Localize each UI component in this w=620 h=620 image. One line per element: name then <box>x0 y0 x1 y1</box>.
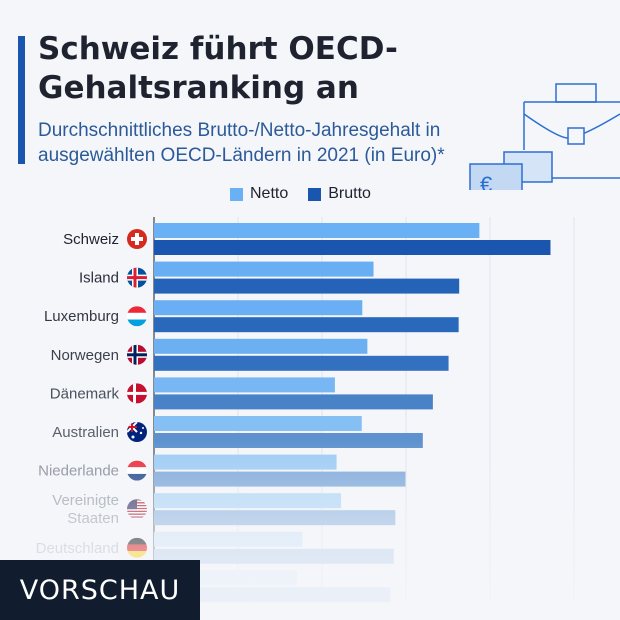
briefcase-money-icon: € <box>469 83 620 190</box>
chart-title: Schweiz führt OECD-Gehaltsranking an <box>38 31 398 106</box>
flag-denmark-icon <box>127 383 147 404</box>
chart-subtitle: Durchschnittliches Brutto-/Netto-Jahresg… <box>38 120 445 166</box>
bar-netto <box>154 338 368 354</box>
flag-germany-icon <box>127 537 147 558</box>
flag-switzerland-icon <box>127 229 147 249</box>
legend-label-brutto: Brutto <box>328 185 371 202</box>
bar-netto <box>154 416 362 431</box>
flag-netherlands-icon <box>127 460 147 481</box>
category-label: Schweiz <box>63 231 119 248</box>
category-label: Island <box>79 270 119 287</box>
legend-label-netto: Netto <box>250 185 289 202</box>
title-accent-bar <box>18 36 25 164</box>
bar-netto <box>154 493 342 509</box>
bar-netto <box>154 300 363 316</box>
bar-brutto <box>154 317 459 333</box>
category-label: Staaten <box>67 510 119 527</box>
legend-swatch-brutto <box>308 187 322 201</box>
bar-netto <box>154 454 337 470</box>
category-label: Luxemburg <box>44 308 119 325</box>
category-label: Norwegen <box>51 347 119 364</box>
chart-legend: Netto Brutto <box>230 185 371 203</box>
bar-brutto <box>154 510 396 526</box>
category-label: Deutschland <box>36 540 119 557</box>
flag-iceland-icon <box>127 267 147 288</box>
bar-netto <box>154 223 480 238</box>
bar-brutto <box>154 433 423 448</box>
flag-usa-icon <box>127 499 147 520</box>
legend-swatch-netto <box>230 187 243 201</box>
preview-badge: VORSCHAU <box>0 560 200 620</box>
bar-netto <box>154 531 303 547</box>
flag-australia-icon <box>127 422 147 442</box>
category-label: Niederlande <box>38 463 119 480</box>
bar-brutto <box>154 394 433 410</box>
bar-brutto <box>154 278 460 294</box>
category-label: Vereinigte <box>52 492 119 509</box>
bar-brutto <box>154 240 551 255</box>
svg-text:€: € <box>480 172 492 190</box>
legend-item-brutto: Brutto <box>308 185 371 203</box>
bar-netto <box>154 261 374 277</box>
category-label: Dänemark <box>50 385 120 402</box>
flag-norway-icon <box>127 344 147 365</box>
flag-luxembourg-icon <box>127 306 147 327</box>
bar-brutto <box>154 471 406 487</box>
bar-brutto <box>154 355 449 371</box>
legend-item-netto: Netto <box>230 185 288 203</box>
bar-netto <box>154 377 335 393</box>
category-label: Australien <box>52 424 119 441</box>
